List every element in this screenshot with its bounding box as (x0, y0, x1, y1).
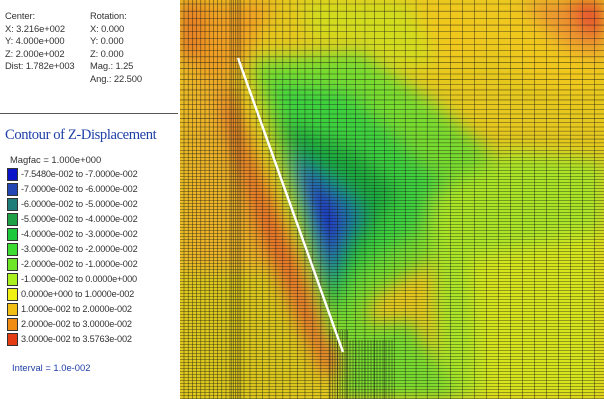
legend-row: -4.0000e-002 to -3.0000e-002 (7, 227, 177, 242)
legend-label: 0.0000e+000 to 1.0000e-002 (21, 289, 135, 299)
legend-row: -1.0000e-002 to 0.0000e+000 (7, 272, 177, 287)
displacement-field (180, 0, 604, 399)
legend-row: -7.5480e-002 to -7.0000e-002 (7, 167, 177, 182)
legend-label: -7.5480e-002 to -7.0000e-002 (21, 169, 138, 179)
legend-row: -2.0000e-002 to -1.0000e-002 (7, 257, 177, 272)
legend-row: 2.0000e-002 to 3.0000e-002 (7, 317, 177, 332)
legend-swatch (7, 303, 18, 316)
legend-swatch (7, 168, 18, 181)
mesh-grid (180, 0, 604, 399)
legend-swatch (7, 183, 18, 196)
legend-label: 1.0000e-002 to 2.0000e-002 (21, 304, 132, 314)
legend-label: -1.0000e-002 to 0.0000e+000 (21, 274, 137, 284)
distance: Dist: 1.782e+003 (5, 60, 75, 72)
legend-row: -6.0000e-002 to -5.0000e-002 (7, 197, 177, 212)
center-label: Center: (5, 10, 36, 21)
magfac-label: Magfac = 1.000e+000 (10, 154, 102, 165)
rotation-x: X: 0.000 (90, 22, 125, 34)
legend-row: -3.0000e-002 to -2.0000e-002 (7, 242, 177, 257)
legend-row: 1.0000e-002 to 2.0000e-002 (7, 302, 177, 317)
center-info: Center: X: 3.216e+002 Y: 4.000e+000 Z: 2… (5, 10, 90, 73)
legend-label: -7.0000e-002 to -6.0000e-002 (21, 184, 138, 194)
center-x: X: 3.216e+002 (5, 22, 65, 34)
fault-line (236, 57, 345, 353)
legend-label: -6.0000e-002 to -5.0000e-002 (21, 199, 138, 209)
legend-label: 2.0000e-002 to 3.0000e-002 (21, 319, 132, 329)
legend-row: 0.0000e+000 to 1.0000e-002 (7, 287, 177, 302)
center-y: Y: 4.000e+000 (5, 35, 65, 47)
legend-swatch (7, 213, 18, 226)
legend-row: -5.0000e-002 to -4.0000e-002 (7, 212, 177, 227)
interval-label: Interval = 1.0e-002 (12, 362, 91, 373)
legend-label: -2.0000e-002 to -1.0000e-002 (21, 259, 138, 269)
legend-swatch (7, 333, 18, 346)
magnification: Mag.: 1.25 (90, 60, 134, 72)
rotation-label: Rotation: (90, 10, 127, 21)
contour-plot[interactable] (180, 0, 604, 399)
legend-swatch (7, 228, 18, 241)
legend-label: 3.0000e-002 to 3.5763e-002 (21, 334, 132, 344)
legend-row: 3.0000e-002 to 3.5763e-002 (7, 332, 177, 347)
legend-swatch (7, 318, 18, 331)
contour-plot-viewport[interactable] (180, 0, 604, 399)
rotation-info: Rotation: X: 0.000 Y: 0.000 Z: 0.000 Mag… (90, 10, 175, 86)
legend-swatch (7, 198, 18, 211)
rotation-z: Z: 0.000 (90, 47, 124, 59)
legend-label: -4.0000e-002 to -3.0000e-002 (21, 229, 138, 239)
divider (0, 113, 178, 114)
legend-swatch (7, 243, 18, 256)
contour-title: Contour of Z-Displacement (5, 127, 157, 143)
center-z: Z: 2.000e+002 (5, 47, 65, 59)
legend-swatch (7, 258, 18, 271)
legend-row: -7.0000e-002 to -6.0000e-002 (7, 182, 177, 197)
contour-legend: -7.5480e-002 to -7.0000e-002 -7.0000e-002… (7, 167, 177, 347)
view-angle: Ang.: 22.500 (90, 72, 142, 84)
legend-swatch (7, 288, 18, 301)
legend-label: -5.0000e-002 to -4.0000e-002 (21, 214, 138, 224)
legend-swatch (7, 273, 18, 286)
legend-label: -3.0000e-002 to -2.0000e-002 (21, 244, 138, 254)
info-panel: Center: X: 3.216e+002 Y: 4.000e+000 Z: 2… (0, 0, 180, 399)
rotation-y: Y: 0.000 (90, 35, 124, 47)
